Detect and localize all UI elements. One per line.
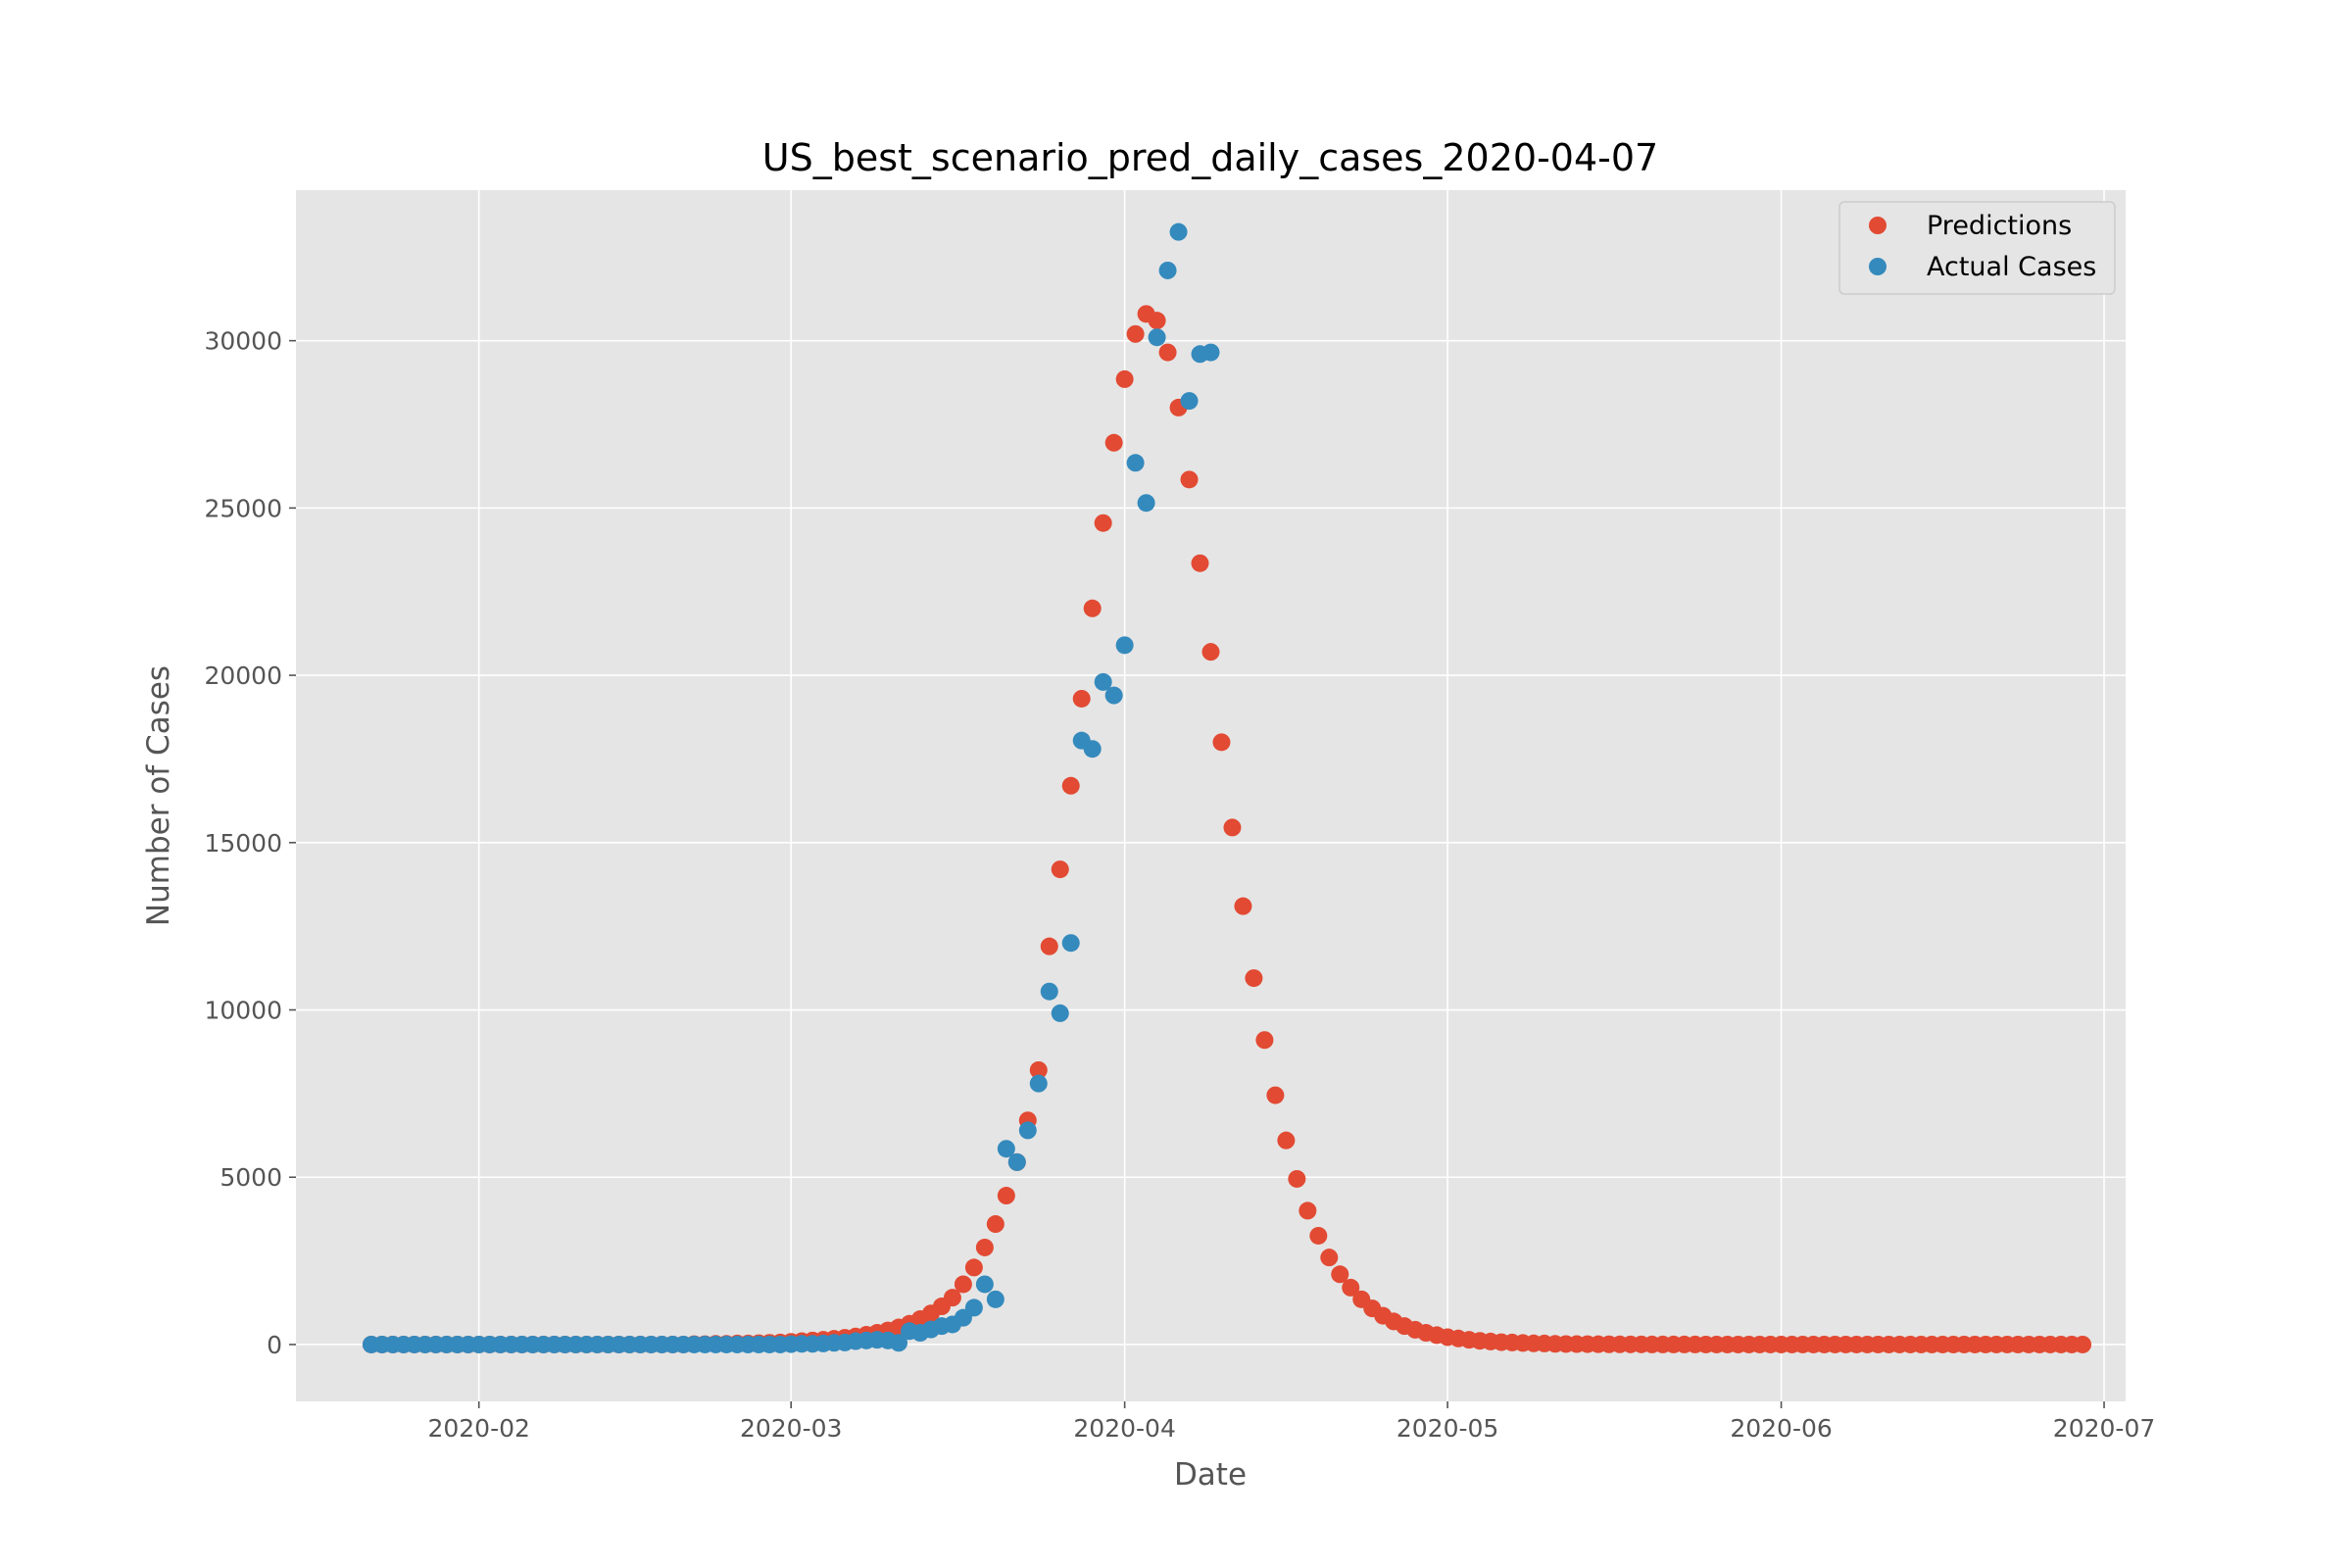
- legend-label-actual-cases: Actual Cases: [1927, 252, 2096, 282]
- grid-lines: [296, 190, 2126, 1401]
- actual-case-point: [1104, 686, 1123, 705]
- x-tick-label: 2020-07: [2053, 1414, 2155, 1443]
- y-tick-labels: 0 5000 10000 15000 20000 25000 30000: [204, 327, 296, 1359]
- actual-case-point: [1018, 1121, 1037, 1140]
- actual-case-point: [890, 1334, 908, 1352]
- actual-case-point: [1083, 740, 1102, 759]
- actual-case-point: [1180, 392, 1199, 411]
- x-tick-labels: 2020-02 2020-03 2020-04 2020-05 2020-06 2020-…: [427, 1401, 2155, 1443]
- actual-case-point: [1158, 261, 1177, 279]
- x-tick-label: 2020-06: [1730, 1414, 1832, 1443]
- prediction-point: [1212, 733, 1231, 752]
- actual-points: [362, 222, 1220, 1353]
- actual-case-point: [997, 1140, 1015, 1158]
- prediction-point: [1191, 554, 1209, 572]
- actual-case-point: [1148, 328, 1166, 347]
- actual-case-point: [1201, 343, 1220, 362]
- prediction-point: [1309, 1226, 1328, 1245]
- y-tick-label: 0: [267, 1331, 282, 1359]
- legend-box: [1838, 201, 2116, 295]
- prediction-point: [2074, 1335, 2092, 1353]
- prediction-point: [1320, 1249, 1339, 1267]
- prediction-point: [1094, 514, 1112, 532]
- actual-case-point: [1029, 1074, 1048, 1093]
- actual-case-point: [1007, 1152, 1026, 1171]
- prediction-point: [1234, 897, 1252, 915]
- actual-case-point: [1137, 494, 1155, 513]
- y-tick-label: 25000: [204, 494, 282, 522]
- prediction-point: [1104, 433, 1123, 452]
- prediction-point: [1148, 312, 1166, 330]
- y-tick-label: 20000: [204, 662, 282, 690]
- prediction-point: [1298, 1201, 1317, 1220]
- prediction-point: [1158, 343, 1177, 362]
- prediction-point: [1029, 1060, 1048, 1079]
- prediction-point: [943, 1289, 961, 1307]
- prediction-point: [1288, 1169, 1306, 1188]
- legend-marker-actual-cases: [1869, 258, 1886, 275]
- prediction-point: [1083, 599, 1102, 617]
- actual-case-point: [1040, 982, 1058, 1001]
- actual-case-point: [1126, 454, 1145, 472]
- legend-label-predictions: Predictions: [1927, 211, 2072, 241]
- prediction-point: [954, 1275, 972, 1294]
- prediction-point: [1115, 369, 1134, 388]
- plot-background: [296, 190, 2126, 1401]
- actual-case-point: [1094, 672, 1112, 691]
- prediction-point: [1255, 1031, 1274, 1050]
- legend-marker-predictions: [1869, 217, 1886, 234]
- prediction-point: [975, 1238, 994, 1256]
- prediction-point: [1331, 1265, 1349, 1284]
- actual-case-point: [986, 1290, 1004, 1308]
- chart-title: US_best_scenario_pred_daily_cases_2020-0…: [762, 136, 1658, 179]
- x-tick-label: 2020-03: [740, 1414, 842, 1443]
- actual-case-point: [1061, 934, 1080, 953]
- actual-case-point: [1115, 636, 1134, 655]
- prediction-point: [1266, 1086, 1285, 1104]
- x-tick-label: 2020-04: [1073, 1414, 1175, 1443]
- x-tick-label: 2020-02: [427, 1414, 529, 1443]
- actual-case-point: [1051, 1004, 1069, 1022]
- prediction-point: [986, 1215, 1004, 1234]
- y-tick-label: 10000: [204, 997, 282, 1025]
- x-axis-label: Date: [1174, 1457, 1247, 1493]
- prediction-point: [1245, 969, 1263, 988]
- actual-case-point: [964, 1298, 983, 1317]
- prediction-point: [1342, 1278, 1360, 1297]
- actual-case-point: [1169, 222, 1188, 241]
- x-tick-label: 2020-05: [1396, 1414, 1498, 1443]
- y-axis-label: Number of Cases: [141, 665, 176, 926]
- y-tick-label: 5000: [220, 1163, 282, 1192]
- prediction-point: [1180, 470, 1199, 489]
- prediction-point: [1072, 689, 1091, 708]
- actual-case-point: [975, 1275, 994, 1294]
- prediction-point: [1223, 818, 1242, 837]
- prediction-point: [1126, 324, 1145, 343]
- prediction-point: [997, 1187, 1015, 1205]
- legend: Predictions Actual Cases: [1838, 201, 2116, 295]
- prediction-point: [1277, 1131, 1296, 1150]
- prediction-point: [1051, 860, 1069, 879]
- y-tick-label: 30000: [204, 327, 282, 356]
- prediction-point: [964, 1258, 983, 1277]
- prediction-point: [1040, 937, 1058, 956]
- prediction-point: [1061, 776, 1080, 795]
- prediction-point: [1201, 643, 1220, 662]
- y-tick-label: 15000: [204, 829, 282, 858]
